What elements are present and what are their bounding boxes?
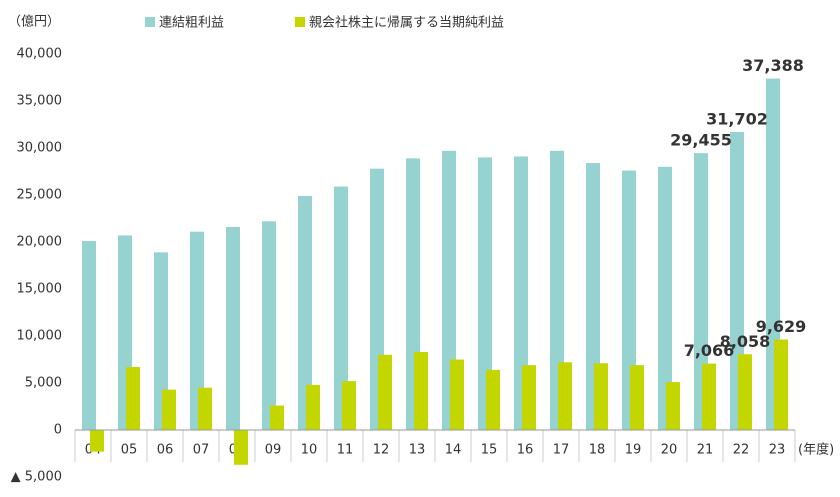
y-tick-label: 0 [54, 423, 62, 438]
bar [486, 369, 500, 430]
value-label: 31,702 [706, 110, 768, 129]
bar [514, 156, 528, 430]
bar [378, 354, 392, 430]
x-tick-label: 13 [409, 443, 426, 458]
y-tick-label: 40,000 [17, 47, 63, 62]
x-tick-label: 06 [157, 443, 174, 458]
x-tick-label: 21 [697, 443, 714, 458]
y-tick-label: ▲ 5,000 [11, 470, 62, 485]
legend-swatch [145, 17, 155, 27]
x-tick-label: 10 [301, 443, 318, 458]
bar [298, 195, 312, 430]
value-label: 37,388 [742, 56, 804, 75]
bar [154, 252, 168, 430]
x-tick-label: 14 [445, 443, 462, 458]
x-tick-label: 15 [481, 443, 498, 458]
y-tick-label: 15,000 [17, 282, 63, 297]
y-tick-label: 5,000 [25, 376, 62, 391]
bar [558, 362, 572, 430]
bar [478, 157, 492, 430]
bar [90, 430, 104, 452]
legend-label: 連結粗利益 [159, 16, 224, 31]
bar [334, 186, 348, 430]
x-tick-label: 09 [265, 443, 282, 458]
bar [702, 363, 716, 430]
x-tick-label: 07 [193, 443, 210, 458]
x-tick-label: 19 [625, 443, 642, 458]
legend-label: 親会社株主に帰属する当期純利益 [309, 15, 504, 31]
bar [198, 387, 212, 430]
y-tick-label: 35,000 [17, 94, 63, 109]
bar [126, 367, 140, 430]
x-tick-label: 23 [769, 443, 786, 458]
y-tick-label: 10,000 [17, 329, 63, 344]
value-label: 9,629 [756, 317, 807, 336]
x-tick-label: 16 [517, 443, 534, 458]
bar [666, 382, 680, 430]
bar [306, 384, 320, 430]
bar [594, 363, 608, 430]
bar [190, 231, 204, 430]
bar [270, 405, 284, 430]
bar [226, 226, 240, 430]
x-unit: (年度) [798, 442, 834, 458]
bar [82, 241, 96, 430]
value-label: 7,066 [684, 341, 735, 360]
bar [738, 354, 752, 430]
bar [550, 150, 564, 430]
value-label: 29,455 [670, 131, 732, 150]
bar [450, 359, 464, 430]
bar [630, 365, 644, 430]
x-tick-label: 11 [337, 443, 354, 458]
x-tick-label: 20 [661, 443, 678, 458]
y-tick-label: 25,000 [17, 188, 63, 203]
bar [262, 221, 276, 430]
bar [414, 351, 428, 430]
x-tick-label: 22 [733, 443, 750, 458]
legend-swatch [295, 17, 305, 27]
bar [522, 365, 536, 430]
y-tick-label: 20,000 [17, 235, 63, 250]
bar [234, 430, 248, 465]
x-tick-label: 17 [553, 443, 570, 458]
bar [774, 339, 788, 430]
bar [342, 381, 356, 430]
y-tick-label: 30,000 [17, 141, 63, 156]
x-tick-label: 05 [121, 443, 138, 458]
bar [162, 389, 176, 430]
x-tick-label: 18 [589, 443, 606, 458]
bar [694, 153, 708, 431]
x-tick-label: 12 [373, 443, 390, 458]
value-label: 8,058 [720, 332, 771, 351]
bar [658, 166, 672, 431]
y-unit: （億円） [8, 14, 60, 30]
